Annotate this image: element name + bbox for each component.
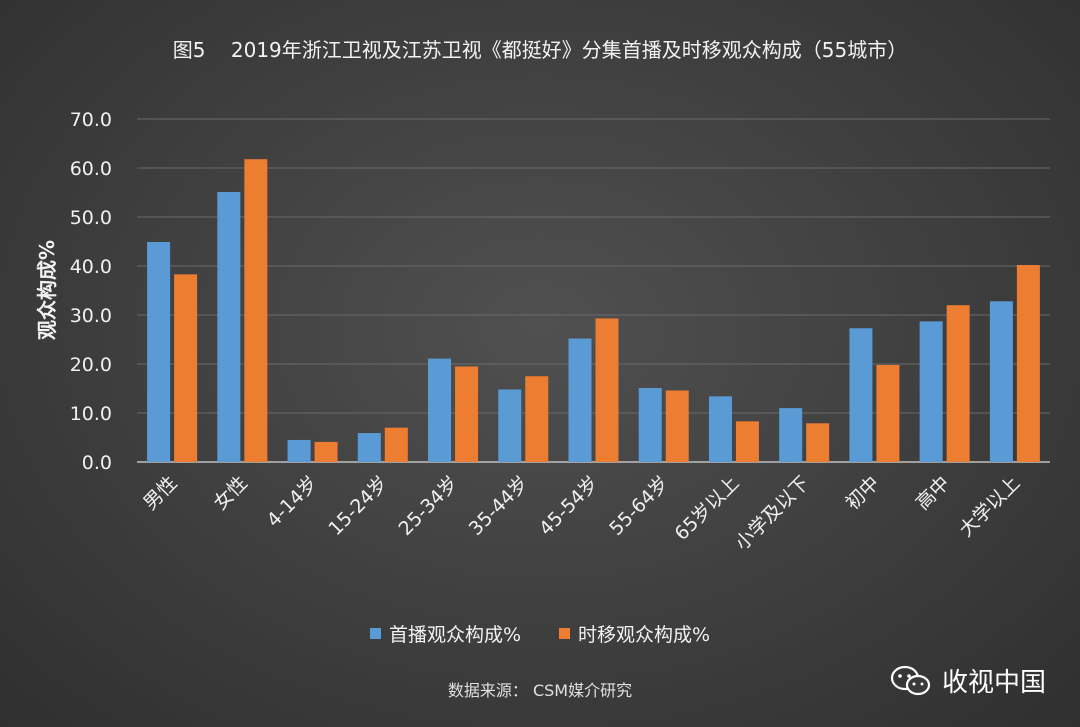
x-tick-label: 45-54岁 bbox=[535, 472, 603, 540]
legend-swatch-series-2 bbox=[559, 628, 570, 639]
bar-timeshift-9 bbox=[735, 421, 759, 462]
bar-timeshift-3 bbox=[314, 441, 338, 462]
gridlines bbox=[137, 118, 1050, 463]
brand-watermark: 收视中国 bbox=[890, 662, 1046, 699]
y-tick-label: 60.0 bbox=[70, 158, 112, 180]
bar-timeshift-2 bbox=[244, 159, 268, 462]
legend-label-series-2: 时移观众构成% bbox=[578, 624, 711, 646]
y-tick-label: 10.0 bbox=[70, 403, 112, 425]
x-tick-label: 4-14岁 bbox=[263, 472, 322, 531]
bar-premiere-2 bbox=[217, 192, 241, 462]
x-tick-label: 35-44岁 bbox=[465, 472, 533, 540]
bar-premiere-9 bbox=[708, 396, 732, 462]
legend-label-series-1: 首播观众构成% bbox=[388, 624, 521, 646]
x-tick-label: 大学以上 bbox=[955, 472, 1024, 541]
bar-timeshift-4 bbox=[384, 427, 408, 462]
y-tick-label: 70.0 bbox=[70, 109, 112, 131]
bar-premiere-5 bbox=[428, 358, 452, 462]
y-tick-label: 40.0 bbox=[70, 256, 112, 278]
bar-premiere-3 bbox=[287, 439, 311, 462]
bar-timeshift-12 bbox=[946, 305, 970, 462]
bar-timeshift-6 bbox=[525, 376, 549, 462]
x-axis-ticks: 男性 女性 4-14岁 15-24岁 25-34岁 35-44岁 45-54岁 55-64岁6… bbox=[139, 472, 1024, 555]
x-tick-label: 65岁以上 bbox=[671, 472, 744, 545]
y-tick-label: 50.0 bbox=[70, 207, 112, 229]
bars bbox=[147, 159, 1040, 462]
bar-premiere-4 bbox=[357, 433, 381, 462]
bar-timeshift-13 bbox=[1016, 265, 1040, 462]
bar-premiere-12 bbox=[919, 321, 943, 462]
y-tick-label: 0.0 bbox=[82, 452, 112, 474]
bar-premiere-1 bbox=[147, 241, 171, 462]
wechat-icon bbox=[890, 665, 931, 695]
x-tick-label: 25-34岁 bbox=[395, 472, 463, 540]
y-axis-ticks: 0.0 10.0 20.0 30.0 40.0 50.0 60.0 70.0 bbox=[70, 109, 112, 474]
bar-timeshift-1 bbox=[174, 274, 198, 462]
legend-swatch-series-1 bbox=[369, 628, 381, 639]
bar-premiere-7 bbox=[568, 338, 592, 462]
x-tick-label: 初中 bbox=[842, 472, 884, 514]
x-tick-label: 小学及以下 bbox=[731, 472, 814, 555]
x-tick-label: 男性 bbox=[139, 472, 181, 514]
bar-timeshift-7 bbox=[595, 318, 619, 462]
bar-timeshift-5 bbox=[455, 366, 479, 462]
x-tick-label: 高中 bbox=[912, 472, 954, 514]
brand-name: 收视中国 bbox=[942, 668, 1047, 698]
chart-legend: 首播观众构成% 时移观众构成% bbox=[0, 620, 1080, 647]
x-tick-label: 55-64岁 bbox=[605, 472, 673, 540]
bar-premiere-10 bbox=[779, 408, 803, 462]
legend-item-series-2: 时移观众构成% bbox=[559, 620, 710, 647]
bar-timeshift-10 bbox=[806, 423, 830, 462]
bar-timeshift-8 bbox=[665, 390, 689, 462]
y-tick-label: 30.0 bbox=[70, 305, 112, 327]
chart-title: 图5 2019年浙江卫视及江苏卫视《都挺好》分集首播及时移观众构成（55城市） bbox=[172, 38, 908, 62]
bar-premiere-8 bbox=[638, 388, 662, 462]
y-tick-label: 20.0 bbox=[70, 354, 112, 376]
x-tick-label: 女性 bbox=[209, 472, 251, 514]
x-tick-label: 15-24岁 bbox=[324, 472, 392, 540]
bar-premiere-13 bbox=[989, 301, 1013, 462]
y-axis-label: 观众构成% bbox=[35, 240, 59, 340]
data-source: 数据来源： CSM媒介研究 bbox=[447, 681, 633, 700]
bar-premiere-6 bbox=[498, 389, 522, 462]
legend-item-series-1: 首播观众构成% bbox=[369, 620, 521, 647]
bar-premiere-11 bbox=[849, 328, 873, 462]
bar-timeshift-11 bbox=[876, 364, 900, 462]
